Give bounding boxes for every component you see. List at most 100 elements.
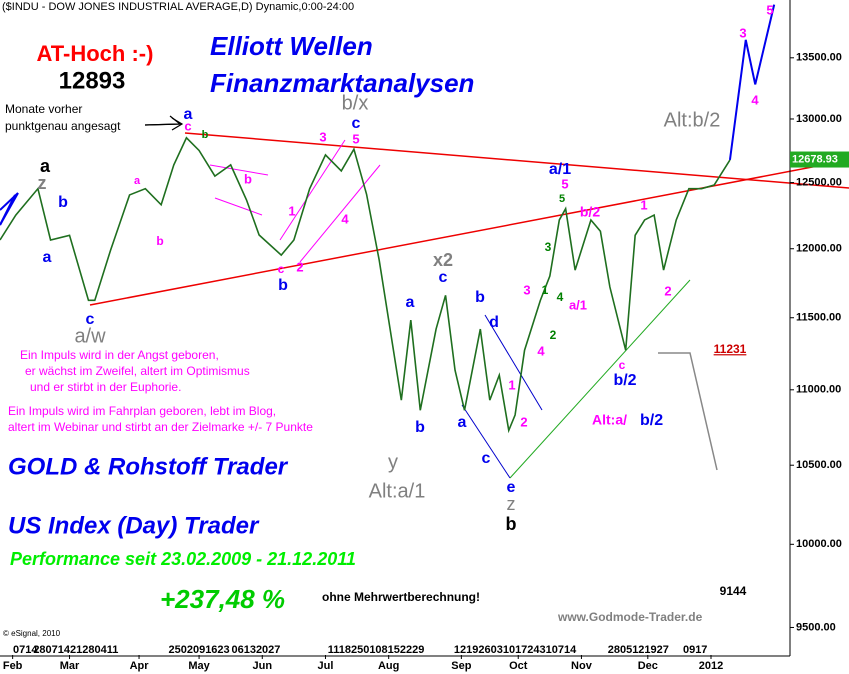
trendline (89, 159, 849, 306)
annotation: b (415, 419, 425, 436)
annotation: Ein Impuls wird in der Angst geboren, (20, 348, 219, 362)
trendline (184, 132, 849, 189)
price-line (0, 136, 731, 434)
y-tick-label: 10500.00 (796, 459, 842, 471)
annotation: 3 (523, 282, 530, 297)
annotation: z (507, 494, 516, 514)
last-price-label: 12678.93 (792, 153, 838, 165)
annotation: 3 (739, 25, 746, 40)
arrow (144, 123, 183, 126)
annotation: 4 (537, 343, 545, 358)
annotation: Finanzmarktanalysen (210, 68, 474, 98)
y-tick-label: 12000.00 (796, 243, 842, 255)
annotation: 4 (751, 92, 759, 107)
annotation: b/2 (613, 372, 636, 389)
annotation: b (58, 194, 68, 211)
x-tick-label: 2502091623 (168, 644, 229, 656)
annotation: b (156, 234, 163, 248)
annotation: c (352, 115, 361, 132)
month-label: Dec (638, 660, 658, 672)
annotation: 5 (766, 2, 773, 17)
month-label: Mar (60, 660, 80, 672)
annotation: 2 (664, 283, 671, 298)
y-tick-label: 9500.00 (796, 621, 836, 633)
channel-line (214, 197, 263, 216)
month-label: Aug (378, 660, 399, 672)
annotation: a (184, 106, 193, 123)
annotation: e (507, 479, 516, 496)
month-label: Sep (451, 660, 471, 672)
y-tick-label: 10000.00 (796, 538, 842, 550)
annotation: Monate vorher (5, 102, 82, 116)
annotation: b (202, 129, 209, 141)
annotation: c (482, 450, 491, 467)
annotation: 9144 (720, 584, 747, 598)
projection-line (728, 4, 776, 161)
annotation: +237,48 % (160, 584, 285, 614)
annotation: y (388, 451, 398, 473)
y-tick-label: 11000.00 (796, 384, 841, 396)
annotation: Elliott Wellen (210, 31, 373, 61)
annotation: punktgenau angesagt (5, 119, 121, 133)
annotation: a (406, 294, 415, 311)
annotation: 5 (561, 176, 568, 191)
month-label: Jun (252, 660, 272, 672)
annotation: c (619, 358, 626, 372)
annotation: 1 (508, 377, 515, 392)
annotation: c (184, 118, 191, 133)
annotation: 5 (559, 193, 565, 205)
annotation: Performance seit 23.02.2009 - 21.12.2011 (10, 549, 356, 569)
y-tick-label: 12500.00 (796, 176, 842, 188)
annotation: b (278, 277, 288, 294)
annotation: www.Godmode-Trader.de (557, 610, 703, 624)
annotation: ohne Mehrwertberechnung! (322, 590, 480, 604)
y-tick-label: 13500.00 (796, 52, 842, 64)
annotation: b/2 (640, 412, 663, 429)
annotation: c (86, 311, 95, 328)
annotation: a/1 (549, 161, 571, 178)
annotation: 2 (550, 328, 557, 342)
annotation: a/w (74, 325, 106, 347)
month-label: Feb (3, 660, 23, 672)
annotation: 11231 (714, 342, 747, 356)
channel-line (484, 314, 543, 411)
month-label: Apr (130, 660, 150, 672)
arrow (0, 192, 19, 226)
annotation: a (40, 156, 51, 176)
annotation: 3 (319, 129, 326, 144)
chart-title: ($INDU - DOW JONES INDUSTRIAL AVERAGE,D)… (2, 1, 354, 13)
annotation: d (489, 314, 499, 331)
annotation: a/1 (569, 297, 587, 312)
x-tick-label: 0917 (683, 644, 707, 656)
trendline (509, 279, 691, 479)
annotation: a (458, 414, 467, 431)
annotation: 12893 (59, 67, 126, 94)
x-tick-label: 06132027 (231, 644, 280, 656)
channel-line (461, 404, 511, 479)
annotation: b (475, 289, 485, 306)
month-label: 2012 (699, 660, 723, 672)
x-tick-label: 12192603101724310714 (454, 644, 577, 656)
trendlines (0, 115, 849, 479)
annotation: c (439, 269, 448, 286)
annotation: 1 (288, 203, 295, 218)
month-label: Oct (509, 660, 528, 672)
annotation: 1 (542, 283, 549, 297)
annotation: b (244, 171, 252, 186)
annotation: AT-Hoch :-) (37, 41, 154, 66)
x-tick-label: 0714 (13, 644, 38, 656)
annotation: GOLD & Rohstoff Trader (8, 453, 289, 480)
annotation: 1 (640, 197, 647, 212)
annotation: z (38, 173, 47, 193)
annotation: US Index (Day) Trader (8, 512, 260, 539)
annotation: © eSignal, 2010 (3, 629, 61, 638)
last-price-box (790, 151, 849, 168)
arrow-head (171, 117, 184, 131)
month-label: Jul (318, 660, 334, 672)
annotation: 5 (352, 131, 359, 146)
arrow (0, 192, 19, 211)
month-label: May (188, 660, 210, 672)
annotation: b/2 (580, 204, 600, 220)
